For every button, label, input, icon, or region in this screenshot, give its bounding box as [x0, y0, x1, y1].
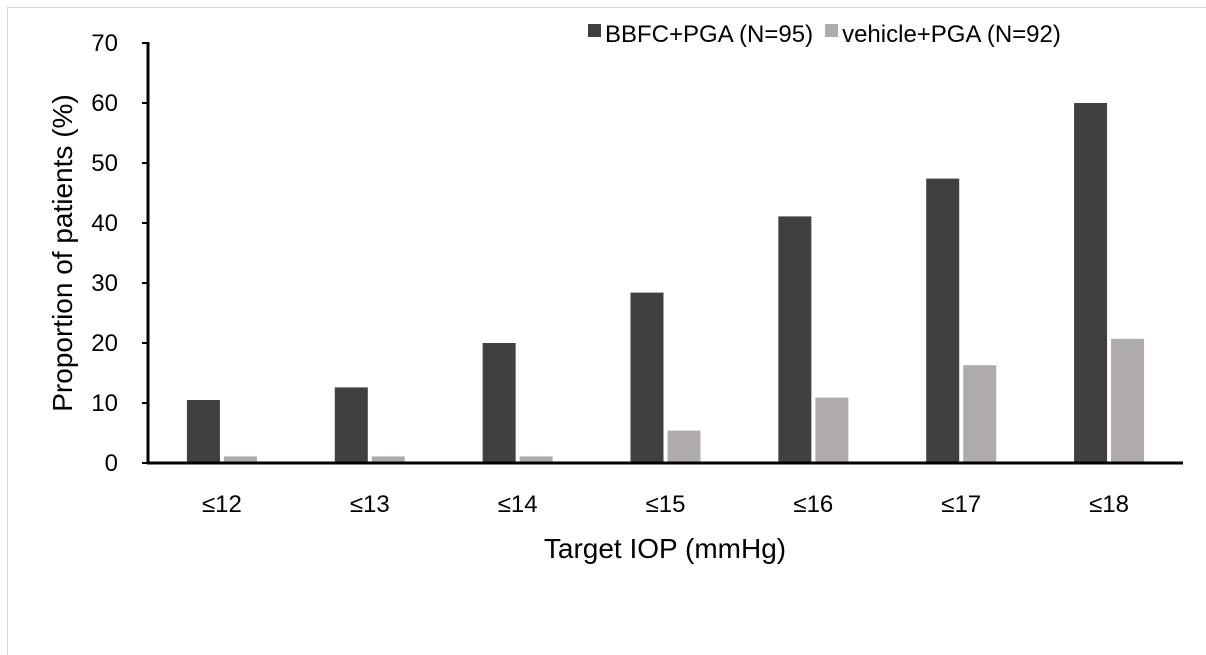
x-tick-label: ≤15 — [646, 491, 686, 518]
y-tick-label: 0 — [105, 450, 118, 477]
x-tick-label: ≤12 — [202, 491, 242, 518]
y-tick-label: 30 — [91, 270, 118, 297]
y-tick-label: 50 — [91, 150, 118, 177]
y-axis-ticks: 0 10 20 30 40 50 60 70 — [91, 30, 148, 477]
bar-vehicle — [371, 456, 405, 463]
x-tick-label: ≤18 — [1089, 491, 1129, 518]
x-axis-title: Target IOP (mmHg) — [544, 533, 786, 564]
y-tick-label: 40 — [91, 210, 118, 237]
x-axis-ticks: ≤12 ≤13 ≤14 ≤15 ≤16 ≤17 ≤18 — [202, 491, 1129, 518]
bar-bbfc — [1074, 103, 1108, 463]
legend: BBFC+PGA (N=95) vehicle+PGA (N=92) — [588, 21, 1061, 48]
bar-vehicle — [667, 430, 701, 463]
bar-vehicle — [1111, 338, 1145, 463]
x-tick-label: ≤14 — [498, 491, 538, 518]
bar-vehicle — [223, 456, 257, 463]
bar-vehicle — [815, 397, 849, 463]
x-tick-label: ≤13 — [350, 491, 390, 518]
y-tick-label: 10 — [91, 390, 118, 417]
bar-bbfc — [334, 387, 368, 463]
legend-label-bbfc: BBFC+PGA (N=95) — [605, 21, 813, 48]
legend-swatch-vehicle — [825, 24, 839, 37]
bars — [186, 103, 1145, 463]
x-tick-label: ≤16 — [793, 491, 833, 518]
y-tick-label: 60 — [91, 90, 118, 117]
bar-bbfc — [186, 400, 220, 463]
bar-bbfc — [926, 178, 960, 463]
y-tick-label: 70 — [91, 30, 118, 57]
bar-bbfc — [482, 343, 516, 463]
legend-label-vehicle: vehicle+PGA (N=92) — [842, 21, 1061, 48]
bar-vehicle — [963, 365, 997, 463]
legend-swatch-bbfc — [588, 24, 601, 37]
bar-vehicle — [519, 456, 553, 463]
bar-bbfc — [778, 216, 812, 463]
y-axis-title: Proportion of patients (%) — [47, 94, 78, 412]
x-tick-label: ≤17 — [941, 491, 981, 518]
y-tick-label: 20 — [91, 330, 118, 357]
bar-bbfc — [630, 292, 664, 463]
chart-frame — [7, 7, 1206, 655]
